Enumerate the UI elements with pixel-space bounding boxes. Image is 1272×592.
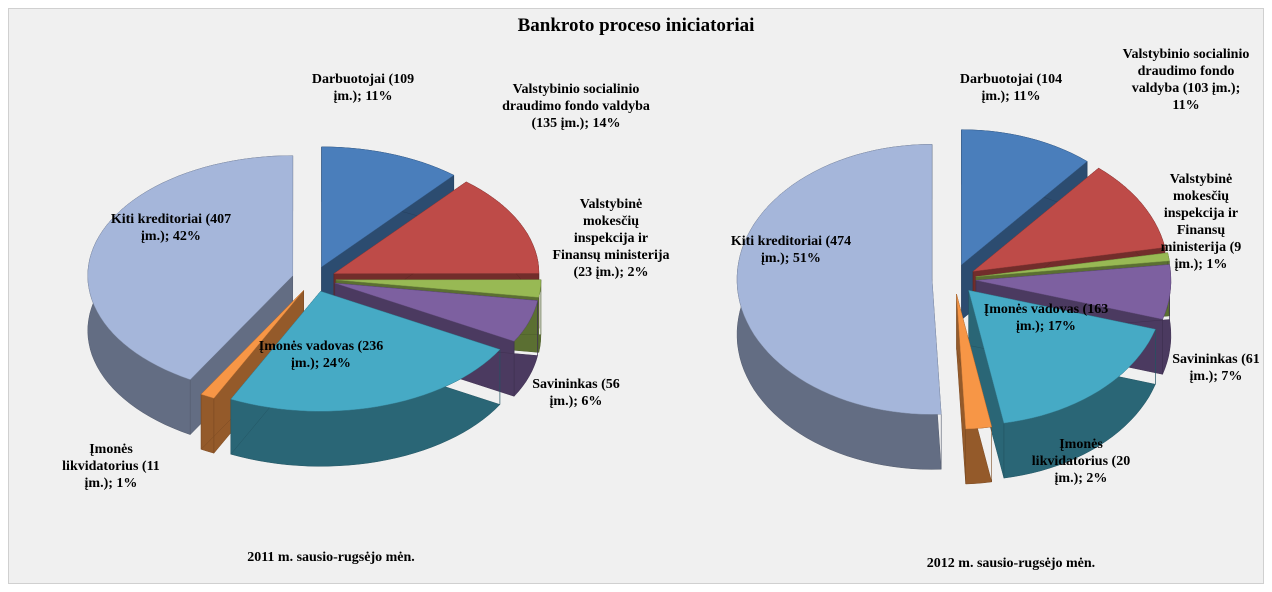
slice-label: Darbuotojai (109 įm.); 11% [311,72,415,104]
slice-label: Valstybinio socialinio draudimo fondo va… [502,82,650,131]
slice-label: Savininkas (61 įm.); 7% [1172,352,1260,384]
slice [333,181,540,274]
slice [334,282,538,342]
slice [968,290,1156,424]
chart-title: Bankroto proceso iniciatoriai [517,15,755,36]
slice-label: Įmonės vadovas (236 įm.); 24% [258,339,384,371]
slice-label: Įmonės likvidatorius (11 įm.); 1% [62,442,160,491]
slice [961,129,1088,266]
slice-label: Įmonės vadovas (163 įm.); 17% [983,302,1109,334]
slice [956,294,993,430]
slice-label: Valstybinio socialinio draudimo fondo va… [1122,47,1250,113]
slice-label: Įmonės likvidatorius (20 įm.); 2% [1031,437,1131,486]
slice [200,290,304,399]
chart-subtitle: 2011 m. sausio-rugsėjo mėn. [247,550,415,565]
chart [87,129,1172,485]
slice [972,167,1166,272]
slice [975,264,1172,320]
slice [321,146,455,268]
slice-label: Savininkas (56 įm.); 6% [532,377,620,409]
slice-label: Darbuotojai (104 įm.); 11% [959,72,1063,104]
slice-label: Kiti kreditoriai (474 įm.); 51% [730,234,852,266]
slice [975,252,1170,278]
slice [335,279,542,298]
slice-label: Valstybinė mokesčių inspekcija ir Finans… [552,197,670,280]
chart-panel: Bankroto proceso iniciatoriai Darbuotoja… [8,8,1264,584]
slice-label: Kiti kreditoriai (407 įm.); 42% [110,212,232,244]
slice-label: Valstybinė mokesčių inspekcija ir Finans… [1160,172,1242,272]
slice [87,155,294,380]
slice [230,290,501,412]
slice [736,144,942,415]
chart-subtitle: 2012 m. sausio-rugsėjo mėn. [926,556,1096,571]
